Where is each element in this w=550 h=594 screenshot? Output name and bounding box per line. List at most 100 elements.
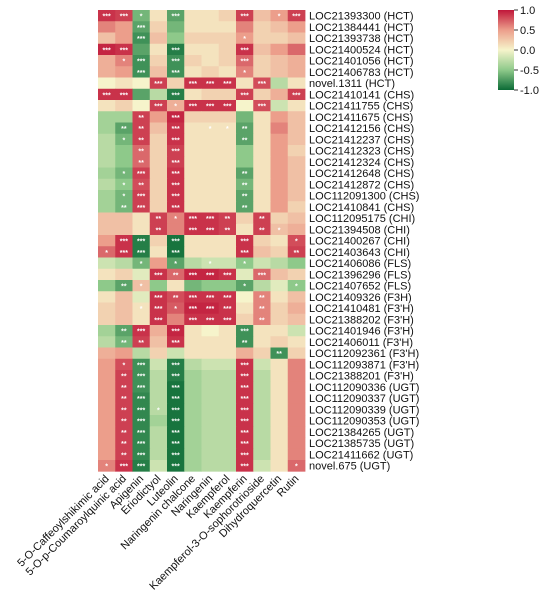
significance-mark: *** (172, 250, 180, 257)
heatmap-cell (201, 448, 220, 461)
heatmap-cell (167, 43, 185, 56)
heatmap-cell (218, 133, 237, 146)
heatmap-cell (253, 122, 271, 135)
heatmap-cell (98, 426, 116, 438)
significance-mark: *** (103, 47, 111, 54)
heatmap-cell (201, 257, 220, 270)
significance-mark: *** (206, 317, 214, 324)
heatmap-cell (167, 325, 185, 337)
heatmap-cell (115, 10, 133, 22)
heatmap-cell (287, 437, 306, 450)
significance-mark: ** (138, 126, 144, 133)
significance-mark: *** (241, 385, 249, 392)
heatmap-cell (149, 302, 168, 315)
heatmap-cell (201, 43, 220, 56)
heatmap-cell (236, 21, 254, 33)
heatmap-cell (218, 302, 237, 315)
heatmap-cell (287, 32, 306, 45)
heatmap-cell (218, 190, 237, 202)
heatmap-cell (253, 437, 271, 450)
heatmap-cell (149, 235, 168, 247)
heatmap-cell (98, 291, 116, 303)
heatmap-cell (270, 32, 289, 45)
heatmap-cell (201, 190, 220, 202)
significance-mark: ** (294, 250, 300, 257)
column-labels: 5-O-Caffeoylshikimic acid5-O-p-Coumaroyl… (15, 473, 301, 593)
heatmap-cell (149, 21, 168, 33)
row-label: LOC21411675 (CHS) (309, 112, 413, 124)
heatmap-cell (167, 167, 185, 180)
heatmap-cell (98, 370, 116, 382)
heatmap-cell (270, 43, 289, 56)
heatmap-cell (201, 280, 220, 292)
heatmap-cell (149, 392, 168, 405)
heatmap-cell (253, 268, 271, 281)
heatmap-cell (236, 426, 254, 438)
heatmap-cell (98, 460, 116, 472)
significance-mark: *** (258, 272, 266, 279)
heatmap-cell (287, 325, 306, 337)
significance-mark: *** (137, 194, 145, 201)
heatmap-cell (218, 448, 237, 461)
heatmap-cell (270, 403, 289, 416)
heatmap-cell (270, 268, 289, 281)
heatmap-cell (201, 358, 220, 371)
heatmap-cell (115, 223, 133, 236)
heatmap-cell (98, 201, 116, 213)
heatmap-cell (236, 246, 254, 258)
heatmap-cell (167, 122, 185, 135)
heatmap-cell (98, 32, 116, 45)
heatmap-cell (253, 10, 271, 22)
heatmap-cell (98, 347, 116, 360)
heatmap-cell (236, 145, 254, 157)
heatmap-cell (132, 437, 151, 450)
heatmap-cell (236, 381, 254, 393)
row-label: LOC21400524 (HCT) (309, 44, 414, 56)
heatmap-cell (253, 370, 271, 382)
colorbar-tick-label: 0.0 (520, 45, 535, 57)
heatmap-cell (270, 178, 289, 191)
heatmap-cell (132, 145, 151, 157)
significance-mark: * (105, 250, 108, 257)
heatmap-cell (98, 403, 116, 416)
heatmap-cell (132, 77, 151, 90)
significance-mark: *** (137, 36, 145, 43)
heatmap-cell (218, 178, 237, 191)
heatmap-cell (167, 460, 185, 472)
heatmap-cell (236, 156, 254, 168)
heatmap-cell (201, 178, 220, 191)
significance-mark: * (174, 104, 177, 111)
heatmap-cell (132, 392, 151, 405)
heatmap-cell (132, 122, 151, 135)
significance-mark: ** (259, 295, 265, 302)
heatmap-cell (218, 145, 237, 157)
row-label: LOC21412156 (CHS) (309, 123, 414, 135)
heatmap-cell (115, 437, 133, 450)
heatmap-cell (184, 43, 202, 56)
heatmap-cell (115, 403, 133, 416)
heatmap-cell (149, 133, 168, 146)
heatmap-cell (236, 280, 254, 292)
heatmap-cell (132, 302, 151, 315)
row-label: LOC21384265 (UGT) (309, 427, 414, 439)
heatmap-cell (218, 403, 237, 416)
heatmap-cell (253, 291, 271, 303)
significance-mark: *** (172, 126, 180, 133)
row-label: LOC21407652 (FLS) (309, 281, 411, 293)
heatmap-cell (149, 201, 168, 213)
heatmap-cell (98, 145, 116, 157)
significance-mark: *** (223, 306, 231, 313)
heatmap-cell (201, 381, 220, 393)
heatmap-cell (98, 212, 116, 225)
significance-mark: *** (137, 329, 145, 336)
heatmap-cell (98, 10, 116, 22)
significance-mark: *** (206, 227, 214, 234)
significance-mark: *** (137, 396, 145, 403)
heatmap-cell (132, 381, 151, 393)
significance-mark: ** (242, 171, 248, 178)
significance-mark: ** (121, 452, 127, 459)
heatmap-cell (287, 88, 306, 101)
heatmap-cell (270, 358, 289, 371)
heatmap-cell (236, 100, 254, 112)
heatmap-cell (115, 77, 133, 90)
